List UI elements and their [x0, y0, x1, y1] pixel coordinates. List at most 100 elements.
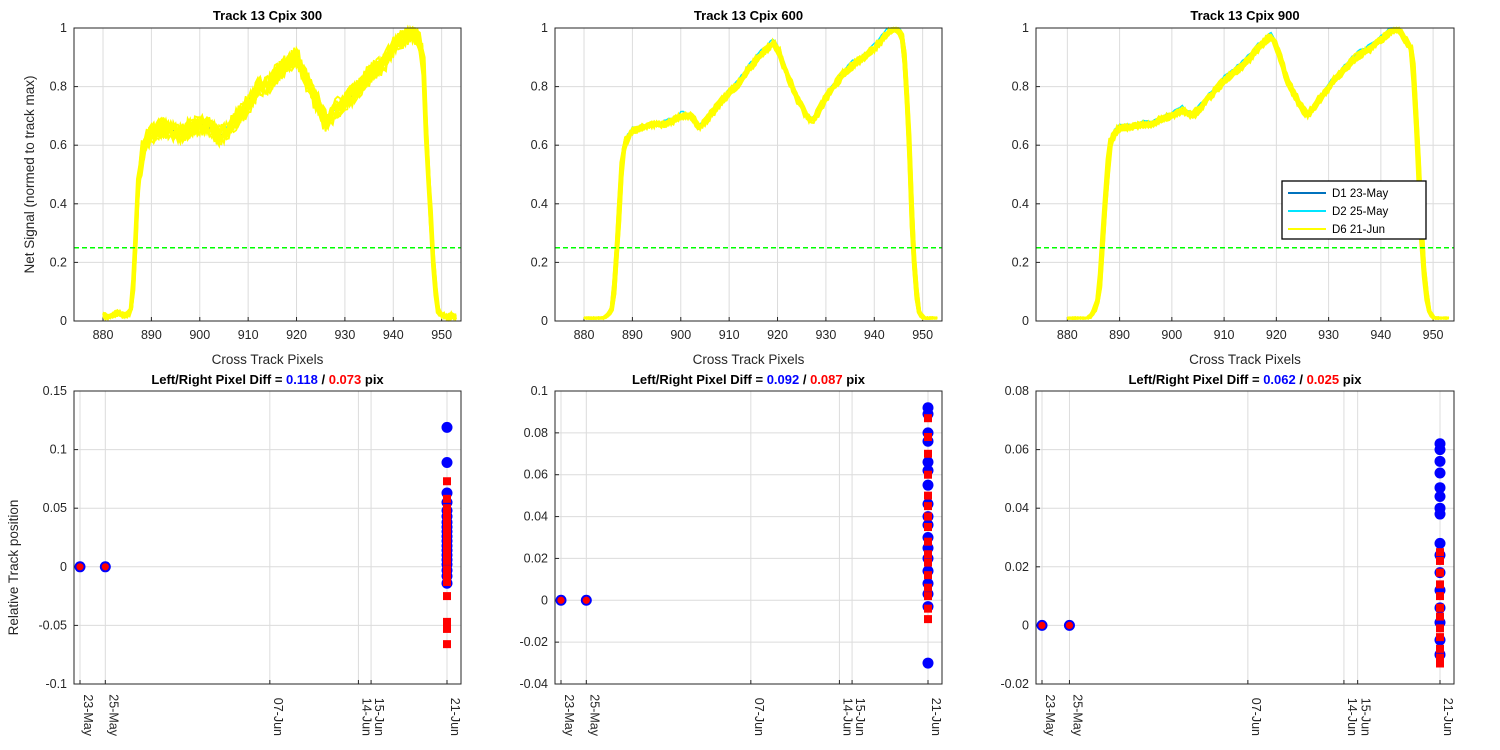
title-part: pix: [361, 372, 384, 387]
title-part: 0.062: [1263, 372, 1296, 387]
y-tick-label: 0.8: [531, 80, 548, 94]
x-tick-label: 900: [189, 328, 210, 342]
chart-panel-2: 880 890 900 910 920 930 940 950 0 0.2 0.4 0.6 0.8 1 Tr…: [531, 8, 943, 367]
x-tick-label: 950: [912, 328, 933, 342]
y-axis-label: Relative Track position: [6, 500, 21, 636]
title-part: 0.073: [329, 372, 362, 387]
marker-right-square: [1436, 644, 1444, 653]
marker-right-square: [443, 515, 451, 524]
x-tick-label: 940: [1370, 328, 1391, 342]
x-tick-label: 910: [719, 328, 740, 342]
x-tick-label: 25-May: [587, 694, 601, 736]
y-tick-label: 0.15: [43, 384, 67, 398]
marker-right-square: [557, 596, 565, 604]
x-tick-label: 890: [1109, 328, 1130, 342]
marker-right-square: [924, 550, 932, 559]
y-tick-label: 0.08: [1005, 384, 1029, 398]
axes-frame: [554, 27, 943, 322]
marker-right-square: [443, 545, 451, 554]
title-part: Left/Right Pixel Diff =: [632, 372, 767, 387]
y-axis-label: Net Signal (normed to track max): [22, 75, 37, 273]
series-line-d6: [583, 27, 938, 320]
marker-right-square: [1436, 580, 1444, 589]
marker-right-square: [924, 502, 932, 511]
y-tick-label: 0.06: [524, 468, 548, 482]
chart-title: Track 13 Cpix 300: [213, 8, 322, 23]
x-tick-label: 930: [334, 328, 355, 342]
x-axis-label: Cross Track Pixels: [693, 352, 805, 367]
marker-right-square: [443, 529, 451, 538]
marker-right-square: [1436, 653, 1444, 662]
marker-right-square: [924, 537, 932, 546]
marker-right-square: [924, 615, 932, 624]
marker-right-square: [1436, 603, 1444, 612]
marker-right-square: [443, 556, 451, 565]
x-tick-label: 940: [383, 328, 404, 342]
x-tick-label: 900: [1161, 328, 1182, 342]
chart-title: Track 13 Cpix 600: [694, 8, 803, 23]
x-tick-label: 930: [815, 328, 836, 342]
marker-right-square: [101, 563, 109, 571]
chart-title: Left/Right Pixel Diff = 0.092 / 0.087 pi…: [632, 372, 866, 387]
marker-right-square: [443, 504, 451, 513]
x-tick-label: 890: [141, 328, 162, 342]
x-tick-label: 14-Jun: [840, 698, 854, 736]
y-tick-label: 0: [1022, 314, 1029, 328]
marker-right-square: [443, 640, 451, 649]
y-tick-label: 0: [60, 314, 67, 328]
y-tick-label: 0: [541, 593, 548, 607]
x-tick-label: 880: [93, 328, 114, 342]
x-tick-label: 880: [574, 328, 595, 342]
title-part: Left/Right Pixel Diff =: [151, 372, 286, 387]
y-tick-label: 0.4: [531, 197, 548, 211]
x-tick-label: 14-Jun: [359, 698, 373, 736]
marker-right-square: [924, 592, 932, 601]
y-tick-label: -0.02: [520, 635, 549, 649]
marker-right-square: [924, 571, 932, 580]
marker-right-square: [1065, 621, 1074, 630]
marker-right-square: [1436, 624, 1444, 633]
marker-right-square: [443, 592, 451, 601]
y-tick-label: 0.2: [50, 255, 67, 269]
x-tick-label: 15-Jun: [853, 698, 867, 736]
marker-left-circle: [922, 479, 934, 491]
marker-right-square: [443, 477, 451, 486]
y-tick-label: 0.02: [1005, 560, 1029, 574]
marker-right-square: [443, 534, 451, 543]
marker-right-square: [1436, 592, 1444, 601]
chart-title: Left/Right Pixel Diff = 0.062 / 0.025 pi…: [1128, 372, 1362, 387]
axes-frame: [1035, 27, 1455, 322]
marker-right-square: [443, 617, 451, 626]
marker-right-square: [924, 512, 932, 521]
x-tick-label: 25-May: [1070, 694, 1084, 736]
x-tick-label: 920: [1266, 328, 1287, 342]
marker-left-circle: [1434, 490, 1446, 502]
series-line-d6: [583, 29, 938, 320]
x-tick-label: 950: [1423, 328, 1444, 342]
title-part: /: [1296, 372, 1307, 387]
y-tick-label: 0.8: [50, 80, 67, 94]
x-tick-label: 07-Jun: [752, 698, 766, 736]
y-tick-label: 0.04: [524, 510, 548, 524]
x-axis-label: Cross Track Pixels: [212, 352, 324, 367]
y-tick-label: 0.02: [524, 551, 548, 565]
marker-left-circle: [1434, 467, 1446, 479]
chart-panel-6: 23-May 25-May 07-Jun 14-Jun 15-Jun 21-Jun -0.0…: [1001, 372, 1456, 737]
marker-right-square: [443, 624, 451, 633]
y-tick-label: 0.6: [50, 138, 67, 152]
marker-right-square: [924, 449, 932, 458]
x-tick-label: 900: [670, 328, 691, 342]
x-tick-label: 23-May: [1043, 694, 1057, 736]
y-tick-label: 1: [1022, 21, 1029, 35]
y-tick-label: 0.6: [531, 138, 548, 152]
series-line-d6: [102, 27, 457, 320]
y-tick-label: 0: [541, 314, 548, 328]
marker-right-square: [76, 563, 84, 571]
series-line-d6: [1067, 26, 1450, 321]
marker-right-square: [924, 523, 932, 532]
marker-right-square: [924, 414, 932, 423]
marker-left-circle: [1434, 482, 1446, 494]
